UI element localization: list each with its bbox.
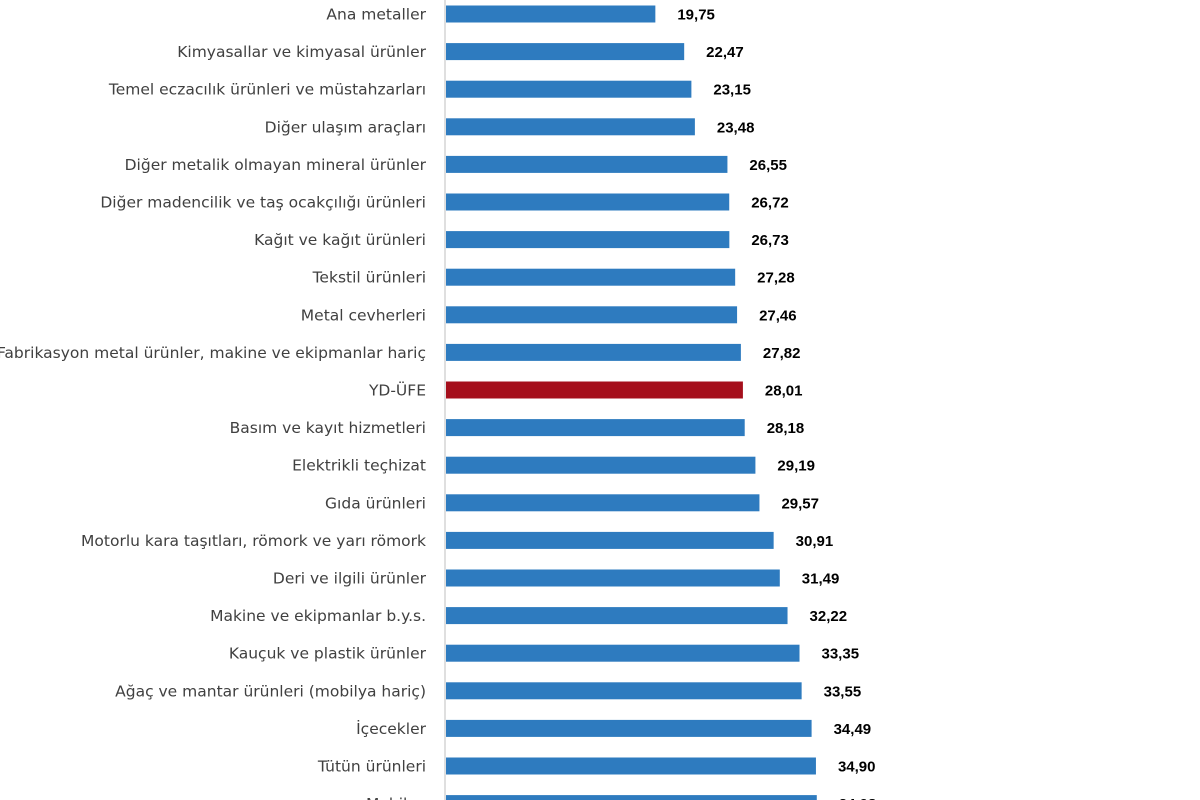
category-label-11: Basım ve kayıt hizmetleri xyxy=(230,419,426,437)
category-label-19: İçecekler xyxy=(356,719,427,738)
bar-16 xyxy=(446,607,788,625)
value-label-17: 33,35 xyxy=(822,646,860,663)
bar-4 xyxy=(446,155,728,173)
category-label-7: Tekstil ürünleri xyxy=(312,269,426,287)
bar-20 xyxy=(446,757,816,775)
value-label-6: 26,73 xyxy=(751,232,789,249)
category-label-8: Metal cevherleri xyxy=(301,306,426,324)
bar-11 xyxy=(446,419,745,437)
category-label-15: Deri ve ilgili ürünler xyxy=(273,570,427,588)
bar-10 xyxy=(446,381,743,399)
category-label-17: Kauçuk ve plastik ürünler xyxy=(229,645,427,663)
category-label-5: Diğer madencilik ve taş ocakçılığı ürünl… xyxy=(100,194,426,212)
value-label-16: 32,22 xyxy=(810,608,848,625)
category-label-9: Fabrikasyon metal ürünler, makine ve eki… xyxy=(0,344,426,362)
value-label-19: 34,49 xyxy=(834,721,872,738)
value-label-10: 28,01 xyxy=(765,383,803,400)
category-label-3: Diğer ulaşım araçları xyxy=(265,118,426,136)
value-label-9: 27,82 xyxy=(763,345,801,362)
bar-6 xyxy=(446,231,730,249)
bar-5 xyxy=(446,193,730,211)
category-label-10: YD-ÜFE xyxy=(368,381,426,400)
value-label-20: 34,90 xyxy=(838,759,876,776)
value-label-11: 28,18 xyxy=(767,420,805,437)
bar-2 xyxy=(446,80,692,98)
category-label-12: Elektrikli teçhizat xyxy=(292,457,426,475)
category-label-20: Tütün ürünleri xyxy=(317,758,426,776)
bar-1 xyxy=(446,43,685,61)
category-label-0: Ana metaller xyxy=(326,6,426,24)
value-label-13: 29,57 xyxy=(781,495,819,512)
bar-13 xyxy=(446,494,760,512)
category-label-13: Gıda ürünleri xyxy=(325,494,426,512)
value-label-2: 23,15 xyxy=(713,82,751,99)
bar-18 xyxy=(446,682,802,700)
category-label-2: Temel eczacılık ürünleri ve müstahzarlar… xyxy=(108,81,426,99)
value-label-5: 26,72 xyxy=(751,195,789,212)
category-label-6: Kağıt ve kağıt ürünleri xyxy=(254,231,426,249)
bar-14 xyxy=(446,531,774,549)
category-label-4: Diğer metalik olmayan mineral ürünler xyxy=(125,156,427,174)
bars-layer: Ana metaller 19,75 Kimyasallar ve kimyasal… xyxy=(0,5,877,800)
category-label-14: Motorlu kara taşıtları, römork ve yarı r… xyxy=(81,532,426,550)
value-label-14: 30,91 xyxy=(796,533,834,550)
value-label-3: 23,48 xyxy=(717,119,755,136)
value-label-15: 31,49 xyxy=(802,571,840,588)
value-label-21: 34,98 xyxy=(839,796,877,800)
bar-12 xyxy=(446,456,756,474)
category-label-16: Makine ve ekipmanlar b.y.s. xyxy=(210,607,426,625)
category-label-1: Kimyasallar ve kimyasal ürünler xyxy=(177,43,426,61)
bar-8 xyxy=(446,306,738,324)
value-label-1: 22,47 xyxy=(706,44,744,61)
value-label-7: 27,28 xyxy=(757,270,795,287)
value-label-18: 33,55 xyxy=(824,683,862,700)
bar-15 xyxy=(446,569,780,587)
bar-3 xyxy=(446,118,695,136)
bar-9 xyxy=(446,343,741,361)
bar-17 xyxy=(446,644,800,662)
category-label-21: Mobilya xyxy=(366,795,426,800)
value-label-0: 19,75 xyxy=(677,7,715,24)
category-label-18: Ağaç ve mantar ürünleri (mobilya hariç) xyxy=(115,682,426,700)
value-label-12: 29,19 xyxy=(777,458,815,475)
bar-7 xyxy=(446,268,736,286)
bar-0 xyxy=(446,5,656,23)
bar-21 xyxy=(446,795,817,800)
bar-19 xyxy=(446,719,812,737)
value-label-8: 27,46 xyxy=(759,307,797,324)
value-label-4: 26,55 xyxy=(749,157,787,174)
